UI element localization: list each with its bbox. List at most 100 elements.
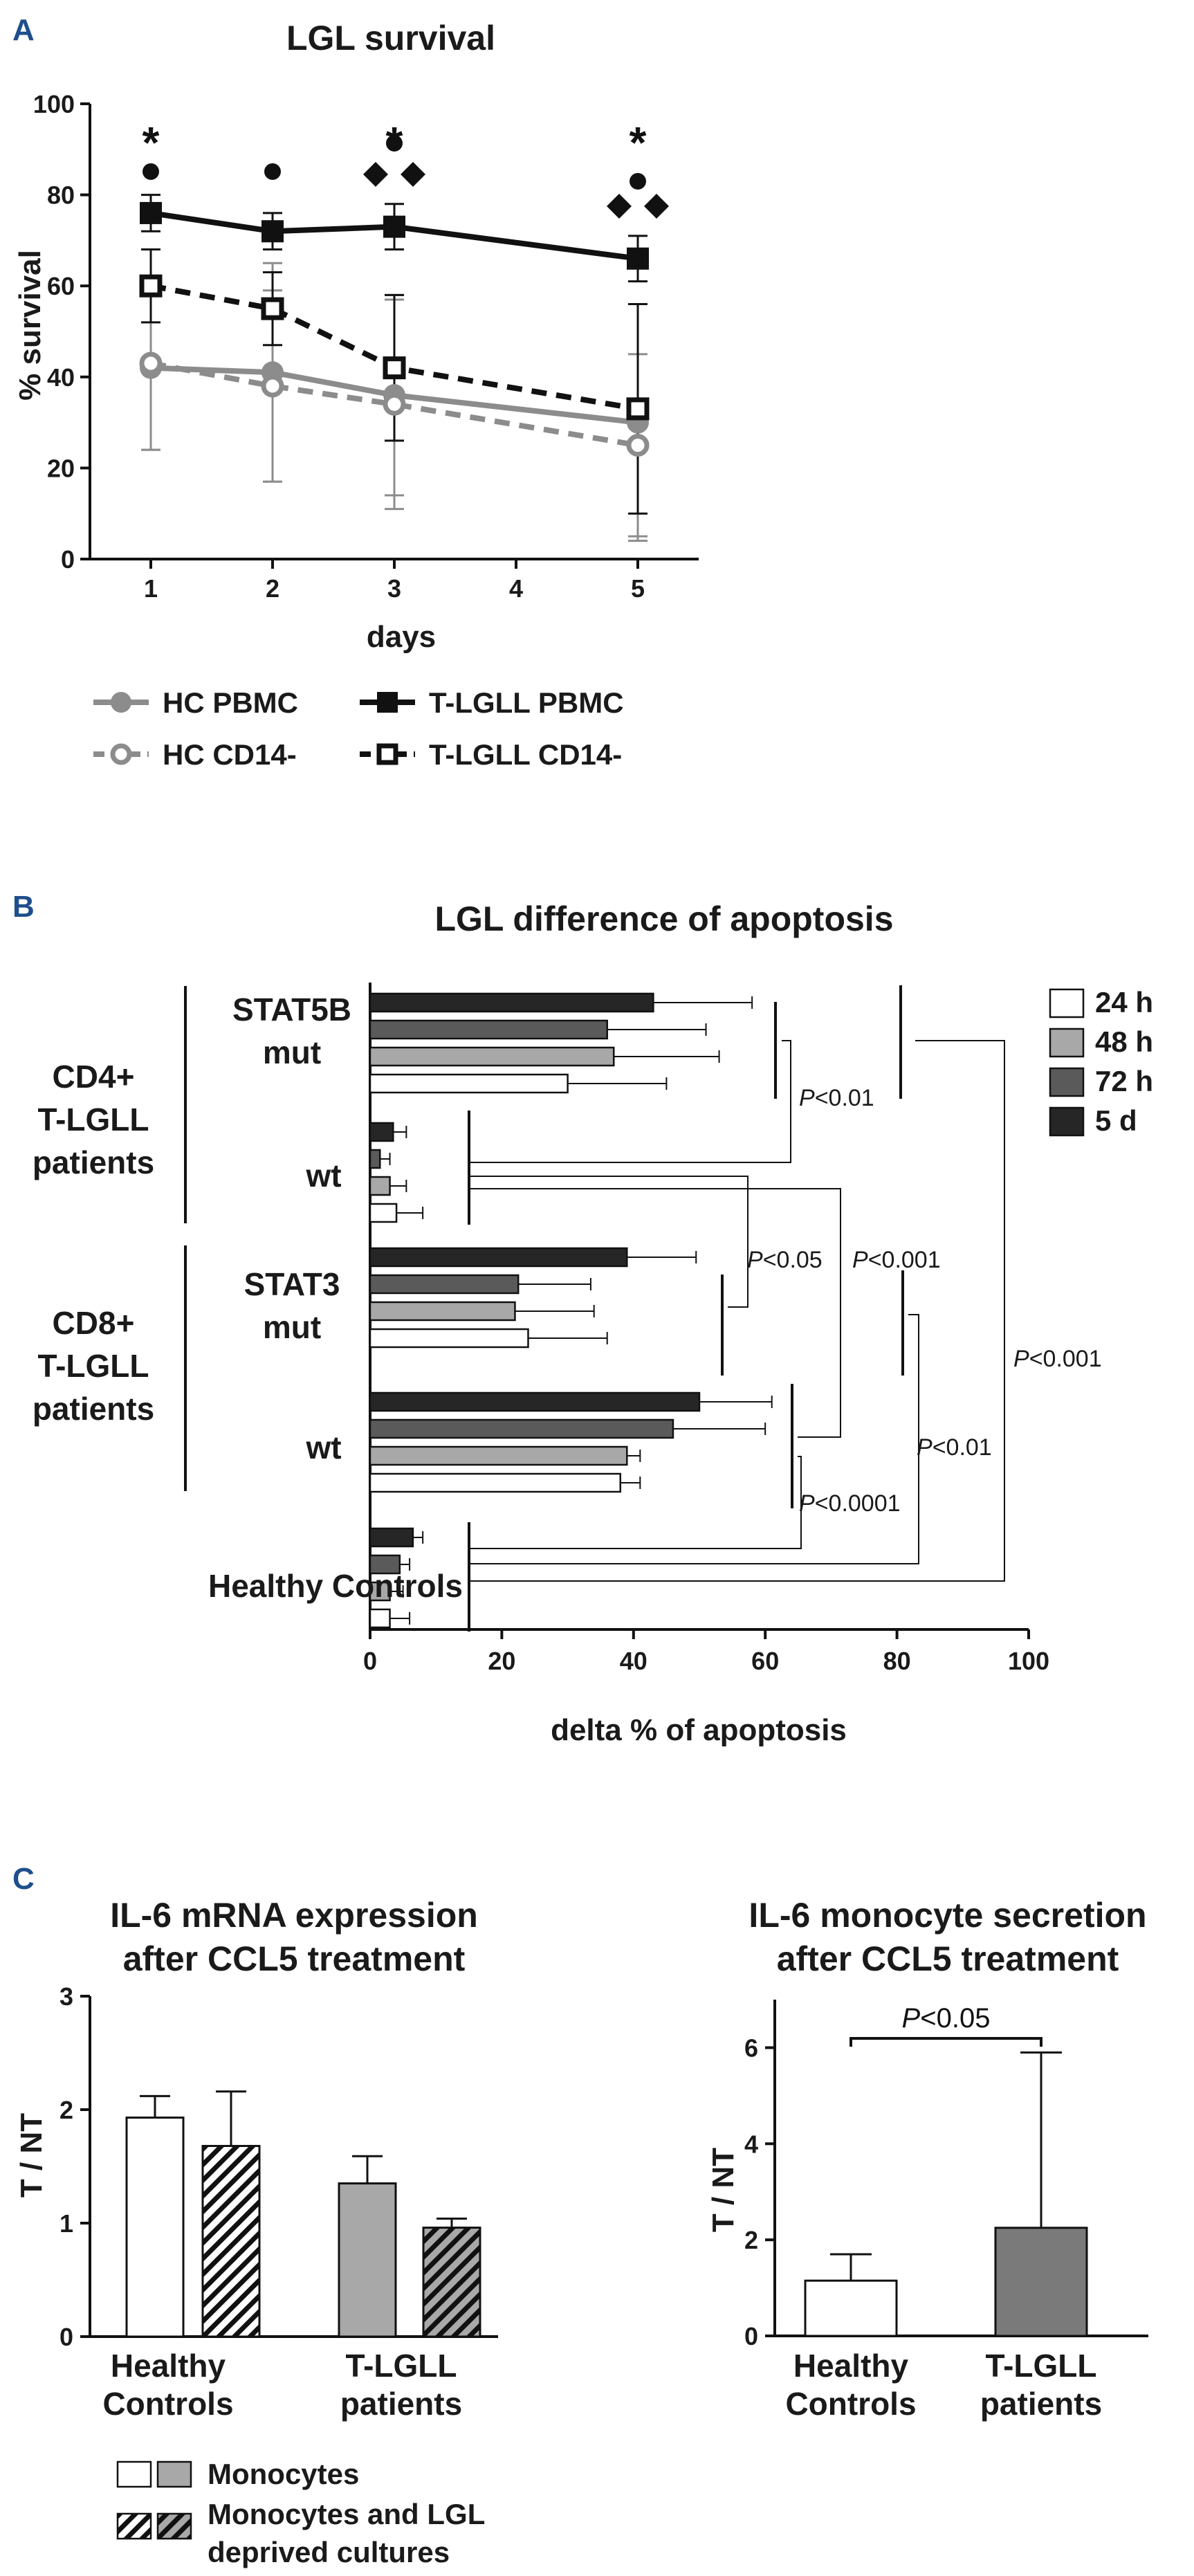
il6-secretion-category-label: Controls (785, 2386, 916, 2422)
survival-y-tick-label: 0 (61, 545, 75, 574)
il6-mrna-y-tick-label: 2 (59, 2096, 73, 2124)
apoptosis-bar (369, 1149, 381, 1169)
apoptosis-bar (369, 992, 654, 1013)
survival-series (139, 194, 650, 542)
il6-mrna-bar-chart: IL-6 mRNA expression after CCL5 treatmen… (15, 1896, 498, 2568)
survival-y-tick-label: 20 (47, 454, 75, 482)
survival-legend-marker (377, 692, 398, 713)
apoptosis-category-label: mut (263, 1034, 321, 1070)
survival-chart-title: LGL survival (286, 19, 495, 57)
survival-x-tick-label: 5 (631, 574, 645, 603)
survival-legend-label: HC PBMC (163, 686, 298, 719)
survival-diamond-mark (363, 162, 388, 187)
il6-secretion-y-axis-label: T / NT (706, 2148, 740, 2232)
il6-secretion-y-tick-label: 0 (744, 2322, 758, 2350)
il6-secretion-y-tick-label: 6 (744, 2034, 758, 2062)
il6-mrna-y-tick-label: 1 (59, 2209, 73, 2238)
apoptosis-bar (369, 1445, 628, 1466)
apoptosis-chart-title: LGL difference of apoptosis (434, 899, 893, 938)
il6-mrna-bar (422, 2227, 481, 2338)
apoptosis-legend-swatch (1049, 1106, 1085, 1137)
apoptosis-bar (369, 1019, 608, 1040)
apoptosis-pvalue-label: P<0.05 (747, 1247, 823, 1273)
il6-mrna-y-tick-label: 0 (59, 2323, 73, 2351)
apoptosis-category-label: mut (263, 1309, 321, 1345)
apoptosis-legend-label: 72 h (1095, 1065, 1153, 1097)
il6-secretion-bar (804, 2279, 898, 2337)
survival-line-chart: LGL survival % survival days 0 20 40 60 80 10… (13, 19, 699, 771)
il6-secretion-bar-chart: IL-6 monocyte secretion after CCL5 treat… (706, 1896, 1148, 2422)
survival-legend: HC PBMC HC CD14- T-LGLL PBMC T-LGLL CD14- (93, 686, 624, 771)
il6-mrna-bars (125, 2090, 481, 2338)
apoptosis-bar (369, 1176, 391, 1196)
survival-legend-label: T-LGLL PBMC (429, 686, 624, 719)
apoptosis-bar (369, 1608, 391, 1629)
apoptosis-bar (369, 1073, 569, 1094)
il6-secretion-category-label: patients (980, 2386, 1102, 2422)
apoptosis-bar (369, 1203, 398, 1223)
apoptosis-bar (369, 1581, 391, 1602)
survival-x-tick-label: 2 (266, 574, 279, 603)
survival-data-point (383, 392, 406, 416)
apoptosis-category-label: STAT5B (232, 992, 351, 1027)
apoptosis-bracket-line (469, 1314, 919, 1564)
apoptosis-bar (369, 1328, 529, 1349)
apoptosis-bar (369, 1527, 414, 1548)
apoptosis-x-tick-label: 100 (1008, 1647, 1049, 1675)
apoptosis-pvalue-label: P<0.0001 (799, 1490, 901, 1517)
apoptosis-x-axis-label: delta % of apoptosis (551, 1713, 847, 1747)
apoptosis-category-labels: STAT5B mut wt STAT3 mut wt Healthy Controls CD4… (33, 986, 463, 1604)
il6-legend-label: deprived cultures (208, 2536, 450, 2568)
survival-x-axis-label: days (367, 620, 436, 654)
il6-secretion-bar (994, 2227, 1088, 2337)
apoptosis-legend-label: 48 h (1095, 1025, 1153, 1058)
il6-legend-label: Monocytes (208, 2458, 359, 2490)
survival-diamond-mark (607, 194, 632, 219)
panel-letter-a: A (12, 13, 35, 47)
apoptosis-legend-swatch (1049, 988, 1085, 1018)
il6-secretion-title-line1: IL-6 monocyte secretion (748, 1896, 1146, 1935)
survival-x-tick-label: 1 (144, 574, 158, 603)
il6-mrna-title-line1: IL-6 mRNA expression (110, 1896, 478, 1935)
survival-data-point (139, 274, 163, 298)
survival-series-line (150, 360, 639, 448)
apoptosis-legend-swatch (1049, 1067, 1085, 1097)
apoptosis-group-label: CD4+ (53, 1059, 135, 1095)
il6-mrna-bar (125, 2116, 185, 2338)
apoptosis-bar (369, 1391, 701, 1412)
survival-diamond-mark (401, 162, 425, 187)
apoptosis-group-label: patients (33, 1391, 154, 1427)
apoptosis-category-label: STAT3 (244, 1266, 340, 1302)
survival-circle-mark (143, 163, 159, 180)
il6-mrna-bar (201, 2144, 261, 2338)
apoptosis-bracket-line (469, 1176, 748, 1308)
il6-secretion-category-label: Healthy (793, 2348, 909, 2384)
apoptosis-x-tick-label: 0 (363, 1647, 377, 1675)
apoptosis-bracket-line (469, 1456, 802, 1549)
il6-mrna-category-label: T-LGLL (346, 2348, 457, 2384)
survival-series-line (150, 365, 639, 426)
il6-mrna-category-label: Controls (102, 2386, 233, 2422)
il6-secretion-category-label: T-LGLL (986, 2348, 1097, 2384)
apoptosis-bar (369, 1274, 520, 1295)
survival-x-tick-label: 3 (387, 574, 401, 603)
apoptosis-legend: 24 h 48 h 72 h 5 d (1049, 986, 1153, 1137)
apoptosis-legend-label: 5 d (1095, 1104, 1137, 1137)
apoptosis-bar (369, 1418, 674, 1439)
apoptosis-bar (369, 1301, 516, 1322)
survival-data-point (261, 297, 284, 320)
apoptosis-bar (369, 1046, 615, 1067)
apoptosis-bracket-line (469, 1040, 791, 1163)
survival-data-point (261, 220, 284, 243)
il6-mrna-title-line2: after CCL5 treatment (123, 1939, 466, 1978)
apoptosis-bar (369, 1122, 394, 1142)
il6-mrna-category-label: Healthy (111, 2348, 226, 2384)
panel-letter-c: C (12, 1862, 35, 1896)
apoptosis-pvalue-label: P<0.001 (852, 1247, 941, 1273)
survival-asterisk: * (630, 118, 647, 167)
apoptosis-bracket-line (469, 1188, 841, 1438)
survival-legend-marker (376, 743, 398, 765)
apoptosis-group-label: T-LGLL (38, 1348, 149, 1384)
